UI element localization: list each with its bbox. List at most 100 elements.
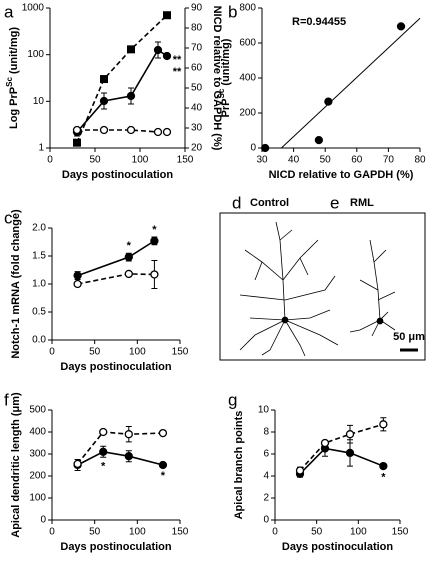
y-tick-label: 500	[29, 405, 46, 416]
trend-line	[281, 17, 421, 149]
significance-mark: **	[173, 66, 182, 78]
y-tick-label: 100	[29, 493, 46, 504]
significance-mark: *	[161, 470, 166, 482]
scale-bar-label: 50 μm	[393, 331, 425, 343]
y-label-text: Apical branch points	[233, 411, 245, 520]
series-line	[299, 423, 384, 472]
significance-mark: **	[173, 54, 182, 66]
series-line	[76, 14, 168, 143]
marker	[314, 135, 324, 145]
y-tick-label: 300	[29, 449, 46, 460]
marker	[124, 269, 133, 279]
x-tick-label: 100	[132, 155, 149, 166]
marker	[261, 143, 270, 153]
marker	[324, 97, 333, 106]
panel-letter: b	[228, 3, 237, 22]
marker	[345, 430, 355, 439]
y-label-text: PrP	[220, 98, 232, 117]
caption: RML	[350, 197, 374, 209]
x-tick-label: 150	[177, 155, 194, 166]
marker	[73, 279, 82, 289]
series-line	[299, 447, 384, 475]
x-tick-label: 0	[47, 155, 53, 166]
y-label-sup: Sc	[5, 77, 14, 87]
note: R=0.94455	[292, 16, 346, 28]
marker	[99, 96, 109, 106]
panel-letter: e	[330, 194, 339, 213]
x-tick-label: 50	[320, 155, 332, 166]
y-label-text: Log PrP	[8, 87, 20, 129]
y-tick-label: 1	[38, 143, 44, 154]
y-tick-label: 0	[40, 515, 46, 526]
marker	[124, 252, 133, 262]
marker	[150, 270, 159, 279]
y-tick-label: 1.0	[32, 279, 46, 290]
marker	[158, 428, 168, 438]
x-axis-label: Days postinoculation	[60, 541, 172, 553]
marker	[320, 438, 330, 448]
significance-mark: *	[127, 240, 132, 252]
y-label-end: (unit/mg)	[8, 27, 20, 77]
y-tick-label: 200	[239, 108, 256, 119]
y-tick-label: 0	[263, 515, 269, 526]
x-tick-label: 50	[89, 155, 101, 166]
y2-tick-label: 90	[191, 3, 203, 14]
neuron-rml	[349, 239, 396, 337]
marker	[295, 466, 305, 475]
y-tick-label: 400	[239, 73, 256, 84]
y-tick-label: 600	[239, 38, 256, 49]
marker	[150, 236, 159, 246]
marker	[100, 75, 108, 84]
y2-tick-label: 60	[191, 63, 203, 74]
series-line	[77, 240, 155, 277]
x-tick-label: 0	[272, 527, 278, 538]
y-label-text: Apical dendritic length (μm)	[10, 392, 22, 538]
panel-letter: g	[228, 391, 237, 410]
y-axis-label: Log PrPSc (unit/mg)	[5, 27, 20, 129]
x-axis-label: Days postinoculation	[62, 169, 174, 181]
x-tick-label: 70	[383, 155, 395, 166]
y-tick-label: 1000	[22, 3, 45, 14]
marker	[396, 22, 406, 31]
y-label-sup: Sc	[217, 88, 226, 98]
y-tick-label: 0	[250, 143, 256, 154]
marker	[126, 91, 136, 101]
neuron-control	[239, 221, 339, 357]
x-tick-label: 30	[256, 155, 268, 166]
marker	[162, 51, 172, 61]
y2-tick-label: 70	[191, 43, 203, 54]
marker	[99, 427, 108, 437]
y-tick-label: 0.5	[32, 307, 46, 318]
series-line	[77, 273, 155, 285]
y-label-text: Notch-1 mRNA (fold change)	[10, 209, 22, 359]
x-axis-label: Days postinoculation	[60, 361, 172, 373]
marker	[73, 271, 82, 280]
x-tick-label: 80	[414, 155, 426, 166]
y-tick-label: 0.0	[32, 335, 46, 346]
marker	[73, 459, 82, 469]
y-tick-label: 100	[27, 49, 44, 60]
marker	[127, 45, 135, 54]
x-tick-label: 100	[350, 527, 367, 538]
marker	[345, 448, 355, 458]
series-line	[76, 48, 168, 133]
x-tick-label: 40	[288, 155, 300, 166]
marker	[99, 125, 109, 135]
y-tick-label: 6	[263, 449, 269, 460]
marker	[158, 460, 168, 470]
marker	[73, 138, 81, 147]
panel-letter: f	[4, 391, 9, 410]
marker	[124, 452, 133, 461]
y-axis-label: PrPSc (unit/mg)	[217, 38, 232, 117]
x-tick-label: 100	[129, 527, 146, 538]
y-tick-label: 10	[258, 405, 270, 416]
y2-tick-label: 50	[191, 83, 203, 94]
x-tick-label: 150	[392, 527, 409, 538]
y-tick-label: 4	[263, 471, 269, 482]
y-tick-label: 1.5	[32, 251, 46, 262]
marker	[153, 127, 163, 137]
panel-letter: d	[232, 194, 241, 213]
significance-mark: *	[152, 224, 157, 236]
y-tick-label: 2.0	[32, 223, 46, 234]
